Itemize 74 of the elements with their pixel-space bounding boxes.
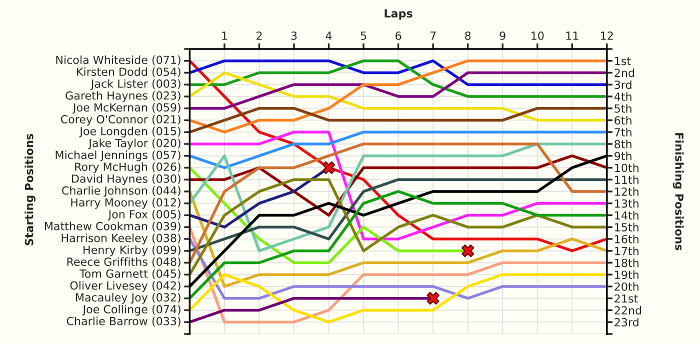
series-label: Gareth Haynes (023): [66, 91, 180, 102]
point: [322, 161, 336, 174]
series-label: Michael Jennings (057): [56, 150, 180, 162]
y-tick-label: 5th: [614, 104, 632, 113]
y-tick-label: 13th: [615, 199, 638, 208]
series-label: Matthew Cookman (039): [44, 222, 180, 232]
x-tick-label: 4: [326, 32, 332, 40]
series-label: Kirsten Dodd (054): [77, 67, 180, 78]
y-tick-label: 2nd: [614, 68, 634, 78]
line-series: [190, 273, 607, 324]
x-tick-label: 8: [465, 31, 471, 40]
y-tick-label: 22nd: [614, 306, 642, 315]
series-label: Charlie Johnson (044): [62, 186, 180, 197]
x-tick-label: 11: [566, 32, 578, 40]
series-label: Joe Longden (015): [79, 126, 180, 138]
series-label: Harrison Keeley (038): [62, 234, 180, 244]
series-label: Henry Kirby (099): [84, 245, 180, 256]
series-label: Jack Lister (003): [90, 79, 180, 90]
line-series: [190, 59, 607, 98]
y-tick-label: 17th: [615, 246, 638, 256]
x-tick-label: 3: [291, 31, 297, 40]
y-tick-label: 7th: [614, 128, 632, 136]
series-label: Corey O'Connor (021): [60, 114, 180, 126]
line-series: [190, 130, 607, 170]
y-tick-label: 9th: [614, 152, 632, 160]
series-label: Jake Taylor (020): [88, 138, 180, 150]
line-series: [190, 130, 607, 240]
y-tick-label: 3rd: [614, 80, 632, 89]
series-label: Tom Garnett (045): [79, 269, 180, 280]
y-tick-label: 19th: [615, 270, 638, 279]
series-label: Macauley Joy (032): [76, 292, 180, 304]
x-tick-label: 1: [222, 32, 227, 40]
x-tick-label: 2: [256, 31, 262, 40]
x-tick-label: 7: [430, 32, 436, 40]
y-tick-label: 11th: [615, 175, 638, 184]
series-label: Rory McHugh (026): [75, 162, 180, 174]
line-series: [190, 71, 607, 122]
y-tick-label: 6th: [614, 116, 632, 125]
line-series: [190, 71, 607, 110]
point: [461, 244, 474, 258]
x-tick-label: 9: [500, 31, 506, 40]
y-tick-label: 18th: [615, 258, 638, 268]
x-axis-title: Laps: [384, 9, 412, 20]
y-tick-label: 4th: [614, 92, 632, 101]
series-label: Joe Collinge (074): [82, 304, 180, 316]
x-tick-label: 12: [601, 31, 613, 40]
y-tick-label: 23rd: [614, 318, 638, 326]
point: [426, 292, 440, 305]
text: Starting Positions: [24, 134, 36, 246]
series-label: Harry Mooney (012): [71, 198, 180, 209]
x-tick-label: 5: [360, 32, 366, 40]
line-series: [190, 178, 607, 252]
series-label: Jon Fox (005): [108, 210, 180, 221]
series-label: Charlie Barrow (033): [66, 316, 180, 327]
series-label: Joe McKernan (059): [72, 102, 180, 114]
x-tick-label: 10: [532, 31, 544, 40]
line-series: [190, 226, 607, 324]
y-tick-label: 16th: [615, 234, 638, 244]
y-tick-label: 8th: [614, 140, 632, 148]
line-series: [190, 59, 607, 134]
y-tick-label: 10th: [615, 164, 638, 172]
x-tick-label: 6: [396, 31, 402, 40]
y-axis-title: Finishing Positions: [672, 133, 684, 250]
series-label: Oliver Livesey (042): [70, 281, 180, 292]
y-tick-label: 12th: [615, 187, 638, 196]
y-tick-label: 14th: [615, 211, 638, 220]
series-label: Nicola Whiteside (071): [56, 55, 180, 66]
y-tick-label: 15th: [615, 222, 638, 232]
y-tick-label: 21st: [614, 294, 638, 303]
series-label: David Haynes (030): [72, 174, 180, 185]
series-label: Reece Griffiths (048): [67, 257, 180, 268]
line-series: [190, 178, 607, 276]
y-tick-label: 20th: [614, 282, 638, 291]
y-tick-label: 1st: [615, 56, 631, 66]
